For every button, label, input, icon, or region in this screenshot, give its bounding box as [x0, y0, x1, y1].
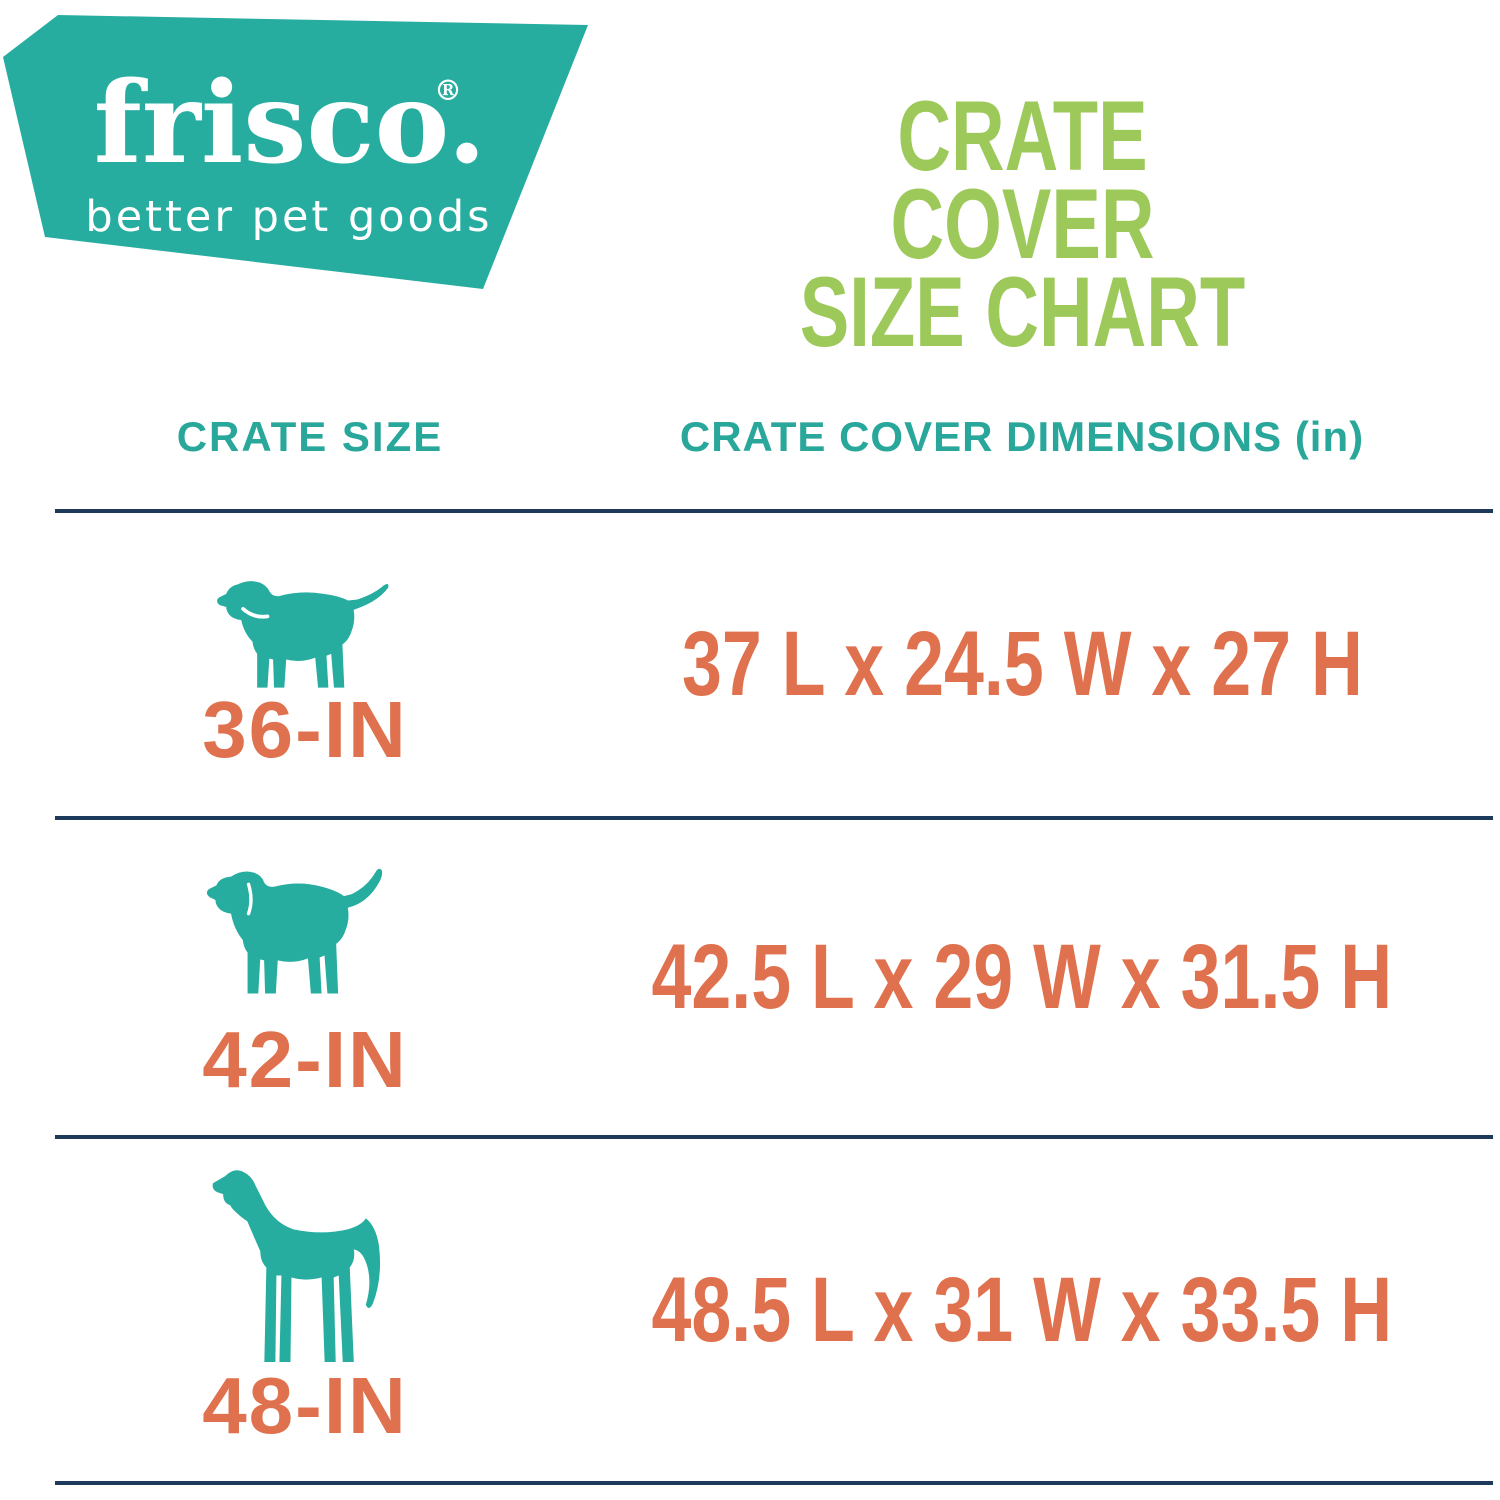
title-line-2: SIZE CHART — [799, 256, 1246, 367]
brand-tagline: better pet goods — [85, 192, 492, 242]
ear-crease-line — [246, 882, 253, 916]
labrador-dog-icon — [217, 581, 389, 688]
dog-silhouette — [206, 868, 383, 994]
dog-silhouette — [217, 581, 389, 688]
hound-dog-icon — [206, 868, 383, 994]
dimensions-text: 37 L x 24.5 W x 27 H — [681, 612, 1363, 715]
title-line-1: CRATE COVER — [890, 80, 1155, 279]
row-divider-line — [55, 816, 1493, 820]
bottom-divider-line — [55, 1481, 1493, 1485]
dimensions-text: 48.5 L x 31 W x 33.5 H — [651, 1258, 1393, 1361]
column-header-dimensions: CRATE COVER DIMENSIONS (in) — [679, 413, 1365, 460]
row-divider-line — [55, 1135, 1493, 1139]
dog-silhouette — [212, 1170, 381, 1362]
crate-size-label: 48-IN — [202, 1361, 408, 1450]
page-title-lines: CRATE COVER SIZE CHART — [781, 80, 1265, 367]
page-title: CRATE COVER SIZE CHART — [700, 80, 1345, 367]
dimensions-text: 42.5 L x 29 W x 31.5 H — [651, 925, 1393, 1028]
frisco-logo-banner: frisco. ® better pet goods — [3, 15, 588, 289]
column-header-crate-size: CRATE SIZE — [176, 413, 444, 460]
crate-cover-dimensions: 48.5 L x 31 W x 33.5 H — [602, 1258, 1442, 1361]
header-divider-line — [55, 509, 1493, 513]
registered-trademark-icon: ® — [434, 74, 462, 107]
great-dane-dog-icon — [212, 1170, 381, 1362]
banner-flag-shape — [3, 15, 588, 289]
crate-size-label: 42-IN — [202, 1015, 408, 1104]
crate-cover-dimensions: 37 L x 24.5 W x 27 H — [602, 612, 1442, 715]
collar-line — [241, 607, 270, 619]
crate-size-label: 36-IN — [202, 685, 408, 774]
crate-cover-dimensions: 42.5 L x 29 W x 31.5 H — [602, 925, 1442, 1028]
brand-name: frisco. — [94, 58, 487, 189]
